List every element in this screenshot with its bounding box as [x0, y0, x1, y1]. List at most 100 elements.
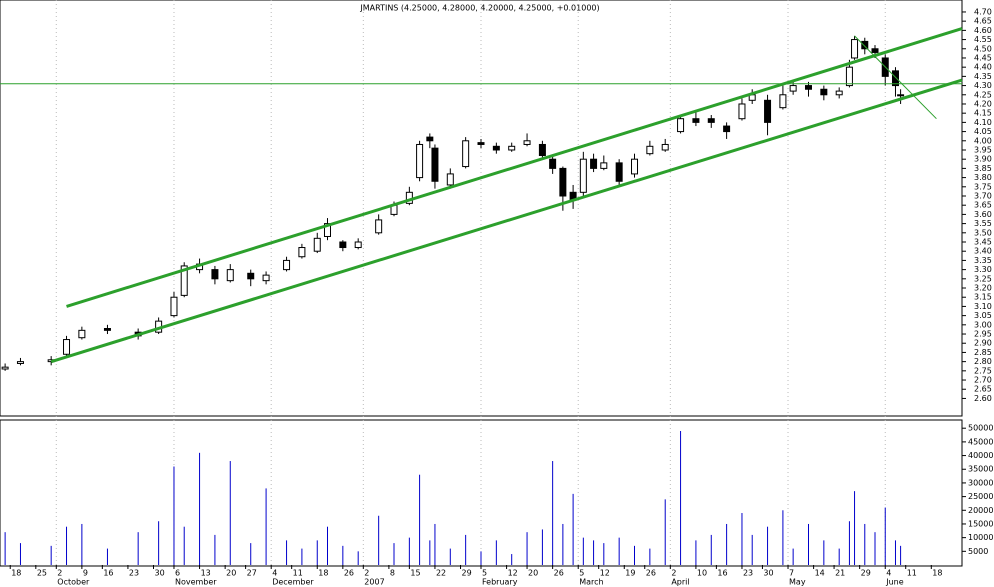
month-label: May [789, 578, 806, 587]
candle-body [431, 147, 439, 182]
x-tick-label: 20 [226, 569, 236, 578]
y-tick-label: 3.75 [974, 182, 992, 191]
month-label: October [57, 578, 90, 587]
candle-body [262, 274, 270, 282]
candle-body [103, 328, 111, 331]
y-tick-label: 3.50 [974, 228, 992, 237]
candle-body [477, 142, 485, 145]
volume-tick-label: 45000 [968, 437, 993, 446]
volume-tick-label: 25000 [968, 492, 993, 501]
candle-body [779, 94, 787, 109]
candle-body [738, 103, 746, 120]
candle-body [891, 70, 899, 87]
x-tick-label: 4 [272, 569, 277, 578]
y-tick-label: 3.90 [974, 155, 992, 164]
candle-body [861, 40, 869, 50]
month-label: June [885, 578, 904, 587]
y-tick-label: 3.80 [974, 173, 992, 182]
x-tick-label: 22 [436, 569, 446, 578]
candle-body [579, 158, 587, 193]
volume-tick-label: 40000 [968, 451, 993, 460]
x-tick-label: 6 [175, 569, 180, 578]
volume-tick-label: 10000 [968, 533, 993, 542]
x-tick-label: 29 [462, 569, 472, 578]
y-tick-label: 3.40 [974, 247, 992, 256]
y-tick-label: 3.25 [974, 274, 992, 283]
y-tick-label: 3.05 [974, 311, 992, 320]
candle-body [600, 162, 608, 169]
candle-body [1, 366, 9, 370]
candle-body [323, 223, 331, 237]
y-tick-label: 2.80 [974, 357, 992, 366]
y-tick-label: 3.70 [974, 191, 992, 200]
x-tick-label: 19 [625, 569, 635, 578]
month-label: November [175, 578, 217, 587]
x-tick-label: 25 [37, 569, 47, 578]
candle-body [492, 145, 500, 151]
x-tick-label: 26 [344, 569, 354, 578]
y-tick-label: 4.65 [974, 17, 992, 26]
candle-body [723, 125, 731, 133]
x-tick-label: 5 [482, 569, 487, 578]
month-label: 2007 [364, 578, 384, 587]
candle-body [63, 339, 71, 355]
y-tick-label: 3.35 [974, 256, 992, 265]
candle-body [707, 118, 715, 123]
candle-body [426, 136, 434, 142]
x-tick-label: 16 [717, 569, 727, 578]
x-tick-label: 18 [932, 569, 942, 578]
volume-tick-label: 50000 [968, 424, 993, 433]
candle-body [339, 241, 347, 249]
y-tick-label: 3.65 [974, 201, 992, 210]
x-tick-label: 10 [697, 569, 707, 578]
y-tick-label: 3.95 [974, 145, 992, 154]
y-tick-label: 4.25 [974, 90, 992, 99]
candle-body [313, 237, 321, 252]
y-tick-label: 4.45 [974, 53, 992, 62]
candle-body [789, 85, 797, 92]
y-tick-label: 3.15 [974, 293, 992, 302]
x-tick-label: 26 [554, 569, 564, 578]
volume-tick-label: 30000 [968, 478, 993, 487]
candle-body [692, 118, 700, 123]
x-tick-label: 2 [671, 569, 676, 578]
y-tick-label: 2.70 [974, 376, 992, 385]
x-tick-label: 14 [815, 569, 825, 578]
x-tick-label: 26 [646, 569, 656, 578]
candle-body [78, 329, 86, 339]
candle-body [416, 143, 424, 179]
y-tick-label: 4.20 [974, 99, 992, 108]
volume-tick-label: 15000 [968, 519, 993, 528]
y-tick-label: 4.70 [974, 7, 992, 16]
candle-body [170, 296, 178, 317]
x-tick-label: 12 [600, 569, 610, 578]
trend-line [66, 27, 963, 308]
y-tick-label: 2.85 [974, 348, 992, 357]
month-label: February [482, 578, 518, 587]
x-tick-label: 18 [318, 569, 328, 578]
candle-body [211, 269, 219, 280]
y-tick-label: 3.30 [974, 265, 992, 274]
x-tick-label: 13 [201, 569, 211, 578]
candle-body [180, 265, 188, 296]
x-tick-label: 2 [364, 569, 369, 578]
y-tick-label: 4.50 [974, 44, 992, 53]
y-tick-label: 2.65 [974, 385, 992, 394]
chart-title: JMARTINS (4.25000, 4.28000, 4.20000, 4.2… [359, 4, 599, 13]
x-tick-label: 8 [390, 569, 395, 578]
candle-body [523, 140, 531, 145]
candle-body [615, 162, 623, 182]
candle-body [661, 143, 669, 151]
y-tick-label: 4.30 [974, 81, 992, 90]
y-tick-label: 3.10 [974, 302, 992, 311]
trend-line [50, 78, 963, 364]
x-tick-label: 27 [247, 569, 257, 578]
candle-body [590, 158, 598, 169]
candle-body [508, 145, 516, 151]
candle-body [820, 88, 828, 96]
x-tick-label: 11 [293, 569, 303, 578]
volume-tick-label: 5000 [968, 547, 988, 556]
x-tick-label: 30 [763, 569, 773, 578]
candle-body [677, 118, 685, 133]
